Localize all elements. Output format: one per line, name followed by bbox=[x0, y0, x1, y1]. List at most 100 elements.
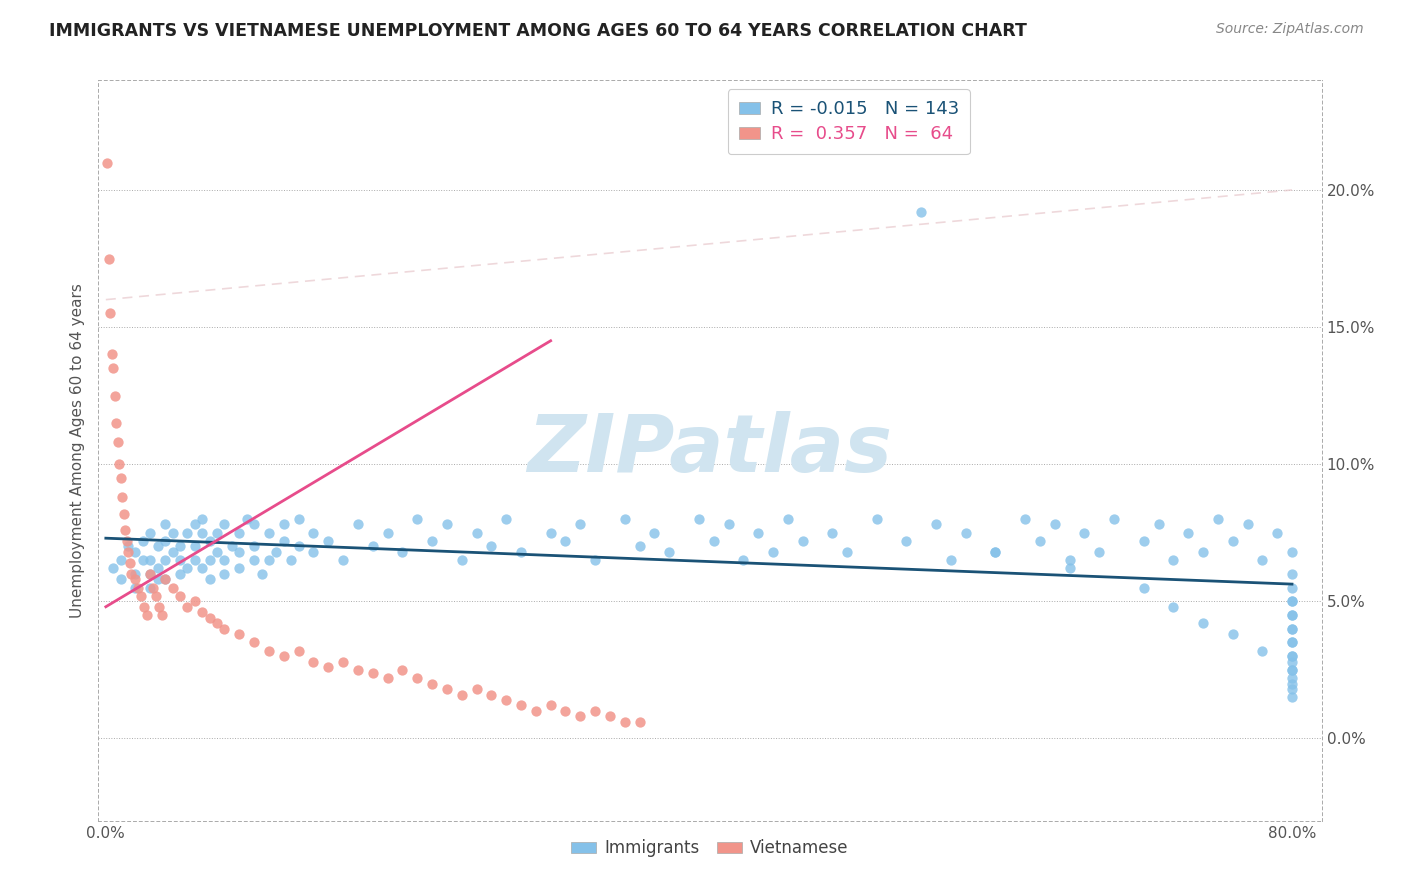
Point bbox=[114, 523, 136, 537]
Point bbox=[450, 553, 472, 567]
Point bbox=[316, 660, 339, 674]
Point bbox=[1281, 681, 1303, 696]
Point bbox=[420, 676, 443, 690]
Point bbox=[1163, 599, 1185, 614]
Point bbox=[191, 525, 214, 540]
Point bbox=[198, 533, 221, 548]
Point bbox=[169, 553, 191, 567]
Point bbox=[613, 512, 636, 526]
Point bbox=[110, 572, 132, 586]
Point bbox=[1281, 581, 1303, 595]
Point bbox=[1281, 566, 1303, 581]
Point bbox=[569, 709, 592, 723]
Point bbox=[391, 545, 413, 559]
Point bbox=[377, 525, 399, 540]
Point bbox=[316, 533, 339, 548]
Point bbox=[266, 545, 288, 559]
Point bbox=[115, 533, 138, 548]
Point bbox=[1029, 533, 1052, 548]
Point bbox=[273, 533, 295, 548]
Point bbox=[214, 566, 236, 581]
Point bbox=[139, 525, 162, 540]
Point bbox=[117, 545, 139, 559]
Point bbox=[243, 517, 266, 532]
Point bbox=[162, 525, 184, 540]
Point bbox=[153, 517, 176, 532]
Point bbox=[124, 545, 146, 559]
Point bbox=[1265, 525, 1288, 540]
Point bbox=[1059, 553, 1081, 567]
Point bbox=[599, 709, 621, 723]
Text: Source: ZipAtlas.com: Source: ZipAtlas.com bbox=[1216, 22, 1364, 37]
Point bbox=[377, 671, 399, 685]
Point bbox=[1147, 517, 1170, 532]
Point bbox=[613, 714, 636, 729]
Point bbox=[176, 599, 198, 614]
Point bbox=[510, 698, 533, 713]
Point bbox=[257, 643, 280, 657]
Point bbox=[96, 155, 118, 169]
Point bbox=[103, 561, 125, 575]
Point bbox=[1043, 517, 1066, 532]
Point bbox=[176, 561, 198, 575]
Point bbox=[198, 572, 221, 586]
Point bbox=[628, 540, 651, 554]
Point bbox=[169, 566, 191, 581]
Point bbox=[1236, 517, 1258, 532]
Point bbox=[332, 655, 354, 669]
Point bbox=[214, 622, 236, 636]
Point bbox=[776, 512, 799, 526]
Text: IMMIGRANTS VS VIETNAMESE UNEMPLOYMENT AMONG AGES 60 TO 64 YEARS CORRELATION CHAR: IMMIGRANTS VS VIETNAMESE UNEMPLOYMENT AM… bbox=[49, 22, 1028, 40]
Point bbox=[153, 553, 176, 567]
Point bbox=[1281, 663, 1303, 677]
Point bbox=[184, 553, 207, 567]
Point bbox=[465, 525, 488, 540]
Point bbox=[1281, 607, 1303, 622]
Point bbox=[124, 566, 146, 581]
Point bbox=[1192, 616, 1215, 631]
Point bbox=[866, 512, 889, 526]
Point bbox=[1192, 545, 1215, 559]
Point bbox=[984, 545, 1007, 559]
Point bbox=[792, 533, 814, 548]
Point bbox=[1177, 525, 1199, 540]
Point bbox=[510, 545, 533, 559]
Point bbox=[273, 517, 295, 532]
Point bbox=[1059, 561, 1081, 575]
Point bbox=[583, 704, 606, 718]
Point bbox=[302, 525, 325, 540]
Point bbox=[1102, 512, 1125, 526]
Point bbox=[495, 512, 517, 526]
Point bbox=[1281, 635, 1303, 649]
Point bbox=[1206, 512, 1229, 526]
Point bbox=[1132, 533, 1154, 548]
Point bbox=[569, 517, 592, 532]
Point bbox=[184, 540, 207, 554]
Point bbox=[287, 643, 309, 657]
Point bbox=[495, 693, 517, 707]
Point bbox=[524, 704, 547, 718]
Point bbox=[747, 525, 769, 540]
Point bbox=[1281, 671, 1303, 685]
Point bbox=[243, 553, 266, 567]
Point bbox=[554, 704, 576, 718]
Point bbox=[146, 572, 169, 586]
Point bbox=[280, 553, 302, 567]
Point bbox=[1281, 607, 1303, 622]
Point bbox=[214, 517, 236, 532]
Point bbox=[110, 553, 132, 567]
Point bbox=[139, 566, 162, 581]
Point bbox=[235, 512, 257, 526]
Point bbox=[540, 698, 562, 713]
Y-axis label: Unemployment Among Ages 60 to 64 years: Unemployment Among Ages 60 to 64 years bbox=[69, 283, 84, 618]
Point bbox=[118, 556, 141, 570]
Point bbox=[1281, 594, 1303, 608]
Point bbox=[124, 581, 146, 595]
Point bbox=[162, 581, 184, 595]
Point bbox=[243, 635, 266, 649]
Point bbox=[198, 611, 221, 625]
Point bbox=[153, 533, 176, 548]
Point bbox=[733, 553, 755, 567]
Point bbox=[406, 671, 429, 685]
Point bbox=[1163, 553, 1185, 567]
